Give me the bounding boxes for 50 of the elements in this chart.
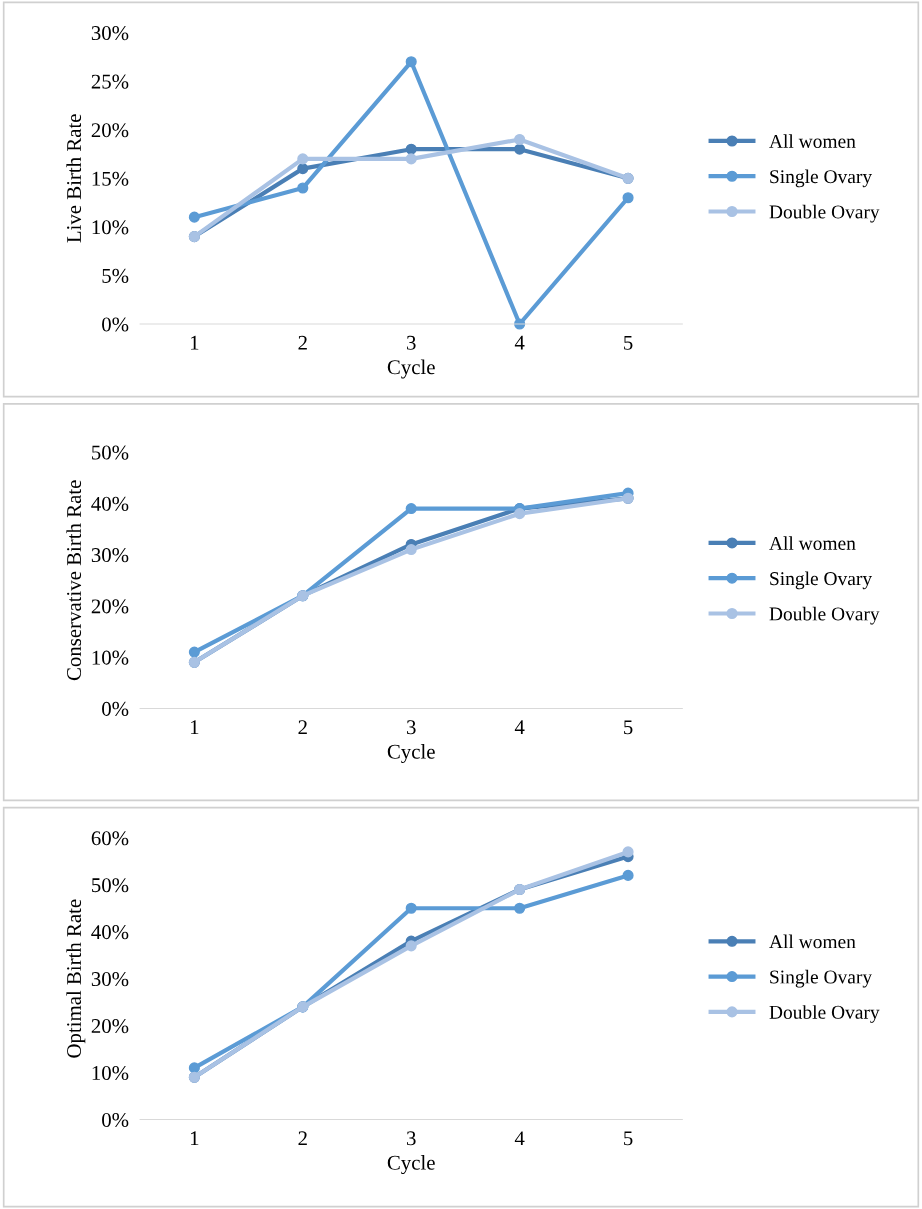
x-tick-label: 1 [190,1131,199,1146]
x-axis-title: Cycle [387,359,435,379]
y-tick-label: 0% [102,317,129,332]
y-tick-label: 10% [92,220,129,235]
legend-label: Single Ovary [770,571,873,590]
legend-label: Single Ovary [770,169,873,188]
x-tick-label: 5 [624,1131,633,1146]
x-axis-title: Cycle [387,1155,435,1175]
y-tick-label: 0% [102,701,129,716]
y-tick-label: 5% [102,268,129,283]
legend-label: All women [769,536,856,550]
y-tick-label: 20% [91,123,129,138]
x-tick-label: 4 [514,1131,525,1146]
y-tick-label: 10% [92,650,129,665]
legend-label: Double Ovary [769,204,880,223]
x-tick-label: 3 [407,1131,416,1146]
x-tick-label: 2 [298,720,307,735]
y-tick-label: 50% [92,878,129,893]
y-tick-label: 10% [92,1065,129,1081]
y-tick-label: 15% [92,171,129,186]
y-tick-label: 30% [91,548,129,563]
legend-label: All women [769,134,856,148]
x-tick-label: 4 [514,720,525,735]
x-tick-label: 3 [407,335,416,350]
y-tick-label: 0% [102,1112,129,1128]
y-tick-label: 30% [91,972,129,987]
y-axis-title: Optimal Birth Rate [66,899,86,1058]
x-tick-label: 2 [298,335,307,350]
legend-label: Double Ovary [769,606,880,625]
y-tick-label: 30% [91,26,129,41]
x-tick-label: 5 [624,335,633,350]
y-tick-label: 60% [91,831,129,846]
y-tick-label: 20% [91,599,129,614]
x-tick-label: 5 [624,720,633,735]
x-tick-label: 2 [298,1131,307,1146]
legend-label: Double Ovary [769,1005,880,1023]
legend-label: Single Ovary [770,969,873,988]
y-tick-label: 40% [91,496,129,511]
x-axis-title: Cycle [387,744,435,763]
y-tick-label: 40% [91,925,129,940]
legend-label: All women [769,934,856,949]
x-tick-label: 3 [407,720,416,735]
x-tick-label: 4 [514,335,525,350]
x-tick-label: 1 [190,720,199,735]
x-tick-label: 1 [190,335,199,350]
y-tick-label: 20% [91,1019,129,1034]
y-tick-label: 25% [91,74,129,89]
y-axis-title: Live Birth Rate [66,114,82,243]
y-axis-title: Conservative Birth Rate [66,480,82,681]
y-tick-label: 50% [92,445,129,460]
